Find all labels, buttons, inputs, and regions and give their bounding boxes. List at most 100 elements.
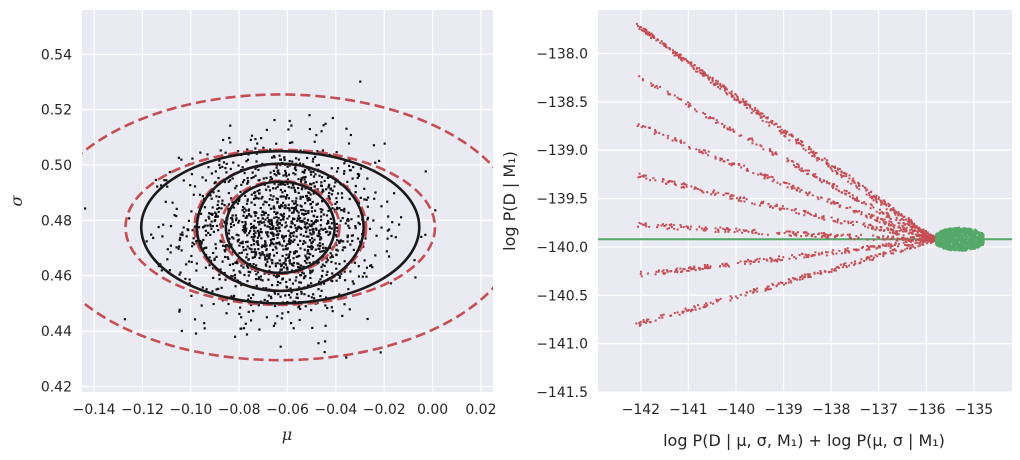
- sample-point: [241, 181, 245, 184]
- sample-point: [325, 257, 328, 260]
- sample-point: [281, 234, 284, 237]
- sample-point: [291, 282, 295, 285]
- sample-point: [190, 173, 194, 176]
- red-point: [684, 58, 687, 61]
- sample-point: [335, 248, 338, 251]
- red-point: [912, 235, 915, 238]
- red-point: [865, 193, 868, 196]
- green-point: [975, 242, 978, 245]
- sample-point: [374, 161, 377, 164]
- sample-point: [241, 206, 245, 209]
- sample-point: [253, 203, 256, 207]
- sample-point: [216, 203, 219, 207]
- sample-point: [279, 195, 282, 198]
- sample-point: [227, 191, 230, 195]
- sample-point: [223, 220, 226, 223]
- sample-point: [252, 176, 255, 179]
- sample-point: [252, 197, 256, 201]
- red-point: [775, 284, 778, 287]
- sample-point: [366, 177, 369, 180]
- sample-point: [249, 319, 253, 322]
- red-point: [914, 229, 917, 232]
- red-point: [642, 174, 645, 177]
- sample-point: [238, 244, 241, 247]
- sample-point: [290, 186, 293, 189]
- green-point: [949, 228, 952, 231]
- red-point: [913, 246, 916, 249]
- red-point: [905, 230, 908, 233]
- red-point: [743, 260, 746, 263]
- sample-point: [233, 273, 237, 277]
- sample-point: [195, 239, 198, 243]
- sample-point: [281, 277, 285, 280]
- right-gridlines: [598, 10, 1012, 393]
- green-point: [949, 234, 952, 237]
- red-point: [909, 229, 912, 232]
- sample-point: [257, 233, 261, 237]
- sample-point: [282, 237, 285, 240]
- y-tick-label: −141.0: [536, 337, 588, 353]
- sample-point: [273, 182, 276, 185]
- red-point: [742, 229, 745, 232]
- sample-point: [272, 237, 275, 241]
- red-point: [777, 258, 780, 261]
- sample-point: [266, 260, 269, 264]
- red-point: [887, 205, 890, 208]
- sample-point: [224, 151, 227, 154]
- red-point: [822, 231, 825, 234]
- sample-point: [258, 220, 261, 223]
- red-point: [687, 308, 690, 311]
- red-point: [771, 153, 774, 156]
- left-y-tick-labels: 0.420.440.460.480.500.520.54: [41, 47, 72, 395]
- red-point: [899, 227, 902, 230]
- red-point: [830, 216, 833, 219]
- red-point: [694, 306, 697, 309]
- red-point: [774, 152, 777, 155]
- sample-point: [178, 238, 181, 242]
- sample-point: [304, 202, 307, 205]
- red-point: [901, 224, 904, 227]
- red-point: [848, 264, 851, 267]
- red-point: [910, 228, 913, 231]
- red-point: [686, 227, 689, 230]
- sample-point: [329, 217, 332, 220]
- red-point: [679, 267, 682, 270]
- red-point: [646, 33, 649, 36]
- sample-point: [303, 293, 306, 296]
- sample-point: [294, 227, 297, 230]
- red-point: [726, 264, 729, 267]
- sample-point: [190, 254, 193, 258]
- sample-point: [308, 239, 312, 242]
- sample-point: [232, 269, 235, 272]
- red-point: [757, 233, 760, 236]
- red-point: [918, 238, 921, 241]
- sample-point: [302, 208, 305, 212]
- sample-point: [311, 269, 314, 272]
- sample-point: [248, 214, 251, 217]
- red-point: [657, 269, 660, 272]
- red-point: [804, 211, 807, 214]
- red-point: [800, 188, 803, 191]
- sample-point: [299, 233, 302, 236]
- red-point: [825, 233, 828, 236]
- sample-point: [294, 173, 297, 176]
- red-point: [666, 269, 669, 272]
- sample-point: [237, 221, 240, 224]
- sample-point: [182, 226, 185, 229]
- red-point: [890, 224, 893, 227]
- red-point: [654, 273, 657, 276]
- red-point: [690, 62, 693, 65]
- sample-point: [228, 229, 231, 232]
- sample-point: [324, 304, 327, 307]
- sample-point: [319, 244, 322, 248]
- green-point: [952, 241, 955, 244]
- red-point: [897, 243, 900, 246]
- red-point: [856, 196, 859, 199]
- green-point: [964, 247, 967, 250]
- red-point: [853, 198, 856, 201]
- sample-point: [274, 245, 277, 248]
- sample-point: [276, 315, 279, 318]
- red-point: [914, 242, 917, 245]
- green-point: [980, 244, 983, 247]
- sample-point: [276, 262, 279, 265]
